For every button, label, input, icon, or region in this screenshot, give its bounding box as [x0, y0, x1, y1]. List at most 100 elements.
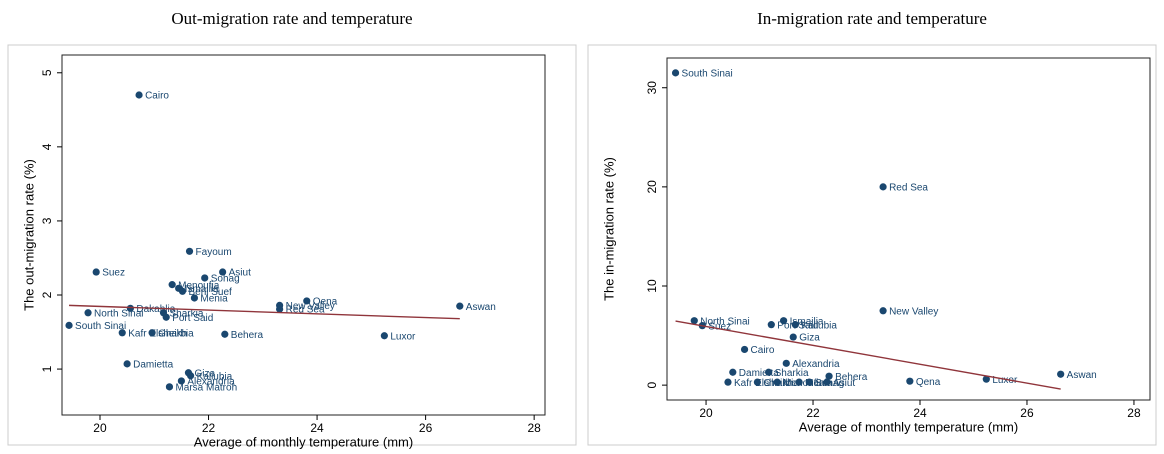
x-tick-label: 22 — [202, 421, 216, 435]
point-label: Luxor — [992, 375, 1018, 386]
x-tick-label: 22 — [806, 406, 820, 420]
x-axis-title: Average of monthly temperature (mm) — [799, 419, 1018, 434]
point-label: Giza — [194, 368, 215, 379]
point — [221, 330, 229, 338]
point — [185, 247, 194, 255]
point — [135, 91, 143, 99]
point-label: Asiut — [229, 268, 251, 279]
point-label: Red Sea — [286, 305, 325, 316]
chart-title: Out-migration rate and temperature — [171, 9, 412, 28]
point — [190, 294, 199, 302]
point-label: Kaliubia — [197, 371, 233, 382]
x-tick-label: 20 — [699, 406, 713, 420]
point-label: Qena — [313, 297, 338, 308]
point — [823, 378, 831, 386]
point — [165, 383, 174, 391]
x-tick-label: 20 — [93, 421, 107, 435]
x-tick-label: 28 — [1127, 406, 1141, 420]
point — [177, 377, 185, 385]
y-axis-title: The in-migration rate (%) — [601, 157, 616, 301]
point-label: Menia — [200, 294, 228, 305]
x-axis-title: Average of monthly temperature (mm) — [194, 434, 413, 449]
point-label: Kafr Elsheikh — [734, 378, 793, 389]
point-label: Ismailia — [790, 316, 824, 327]
point-label: South Sinai — [75, 321, 126, 332]
point-label: Asiut — [833, 378, 855, 389]
point — [982, 375, 990, 383]
point-label: Aswan — [466, 302, 496, 313]
point — [773, 378, 781, 386]
point — [84, 309, 92, 317]
point — [879, 183, 887, 191]
x-tick-label: 28 — [527, 421, 541, 435]
point-label: Menia — [805, 378, 833, 389]
point — [791, 321, 799, 329]
point-label: New Valley — [286, 301, 335, 312]
point — [456, 302, 464, 310]
point — [162, 313, 170, 321]
point-label: Alexandria — [792, 359, 840, 370]
point-label: Damietta — [739, 368, 779, 379]
point — [276, 305, 284, 313]
point-label: Aswan — [1067, 370, 1097, 381]
plot-area — [666, 57, 1151, 401]
point — [795, 378, 803, 386]
y-tick-label: 4 — [40, 143, 54, 150]
point-label: Sharkia — [775, 368, 809, 379]
point — [879, 307, 887, 315]
point — [1057, 370, 1065, 378]
y-tick-label: 1 — [40, 365, 54, 372]
point — [671, 69, 680, 77]
chart-title: In-migration rate and temperature — [757, 9, 987, 28]
point-label: Sohag — [211, 274, 240, 285]
x-tick-label: 26 — [419, 421, 433, 435]
point-label: Cairo — [751, 345, 775, 356]
point — [219, 268, 227, 276]
point-label: Gharbia — [763, 378, 799, 389]
point-label: North Sinai — [94, 308, 143, 319]
point — [805, 378, 813, 386]
y-tick-label: 2 — [40, 291, 54, 298]
point-label: Giza — [799, 333, 820, 344]
point-label: Ismailia — [185, 284, 219, 295]
point — [724, 378, 732, 386]
point — [690, 317, 698, 325]
y-tick-label: 20 — [645, 180, 659, 194]
point — [168, 281, 176, 289]
point-label: Kaliubia — [801, 320, 837, 331]
point-label: Cairo — [145, 91, 169, 102]
point-label: Alexandria — [187, 377, 235, 388]
point-label: Suez — [102, 268, 125, 279]
point-label: South Sinai — [682, 69, 733, 80]
y-tick-label: 3 — [40, 217, 54, 224]
point-label: Beni Suef — [188, 287, 232, 298]
y-axis-title: The out-migration rate (%) — [21, 159, 36, 311]
point — [65, 321, 73, 329]
x-tick-label: 26 — [1020, 406, 1034, 420]
point-label: Qena — [916, 377, 941, 388]
point — [753, 378, 761, 386]
point — [92, 268, 100, 276]
y-tick-label: 10 — [645, 279, 659, 293]
point — [380, 332, 388, 340]
point-label: Fayoum — [196, 247, 232, 258]
point-label: Menoufia — [178, 280, 220, 291]
point — [187, 372, 195, 380]
point-label: Behera — [835, 372, 868, 383]
point — [906, 377, 914, 385]
point — [126, 304, 134, 312]
point — [123, 360, 131, 368]
plot-area — [61, 54, 546, 416]
y-tick-label: 0 — [645, 381, 659, 388]
point — [780, 317, 788, 325]
point — [767, 321, 775, 329]
point — [148, 329, 156, 337]
x-tick-label: 24 — [913, 406, 927, 420]
y-tick-label: 5 — [40, 69, 54, 76]
point — [178, 287, 187, 295]
point-label: Dakahlia — [136, 304, 175, 315]
point-label: Red Sea — [889, 183, 928, 194]
point-label: Menoufia — [783, 378, 825, 389]
fit-line — [69, 304, 460, 320]
